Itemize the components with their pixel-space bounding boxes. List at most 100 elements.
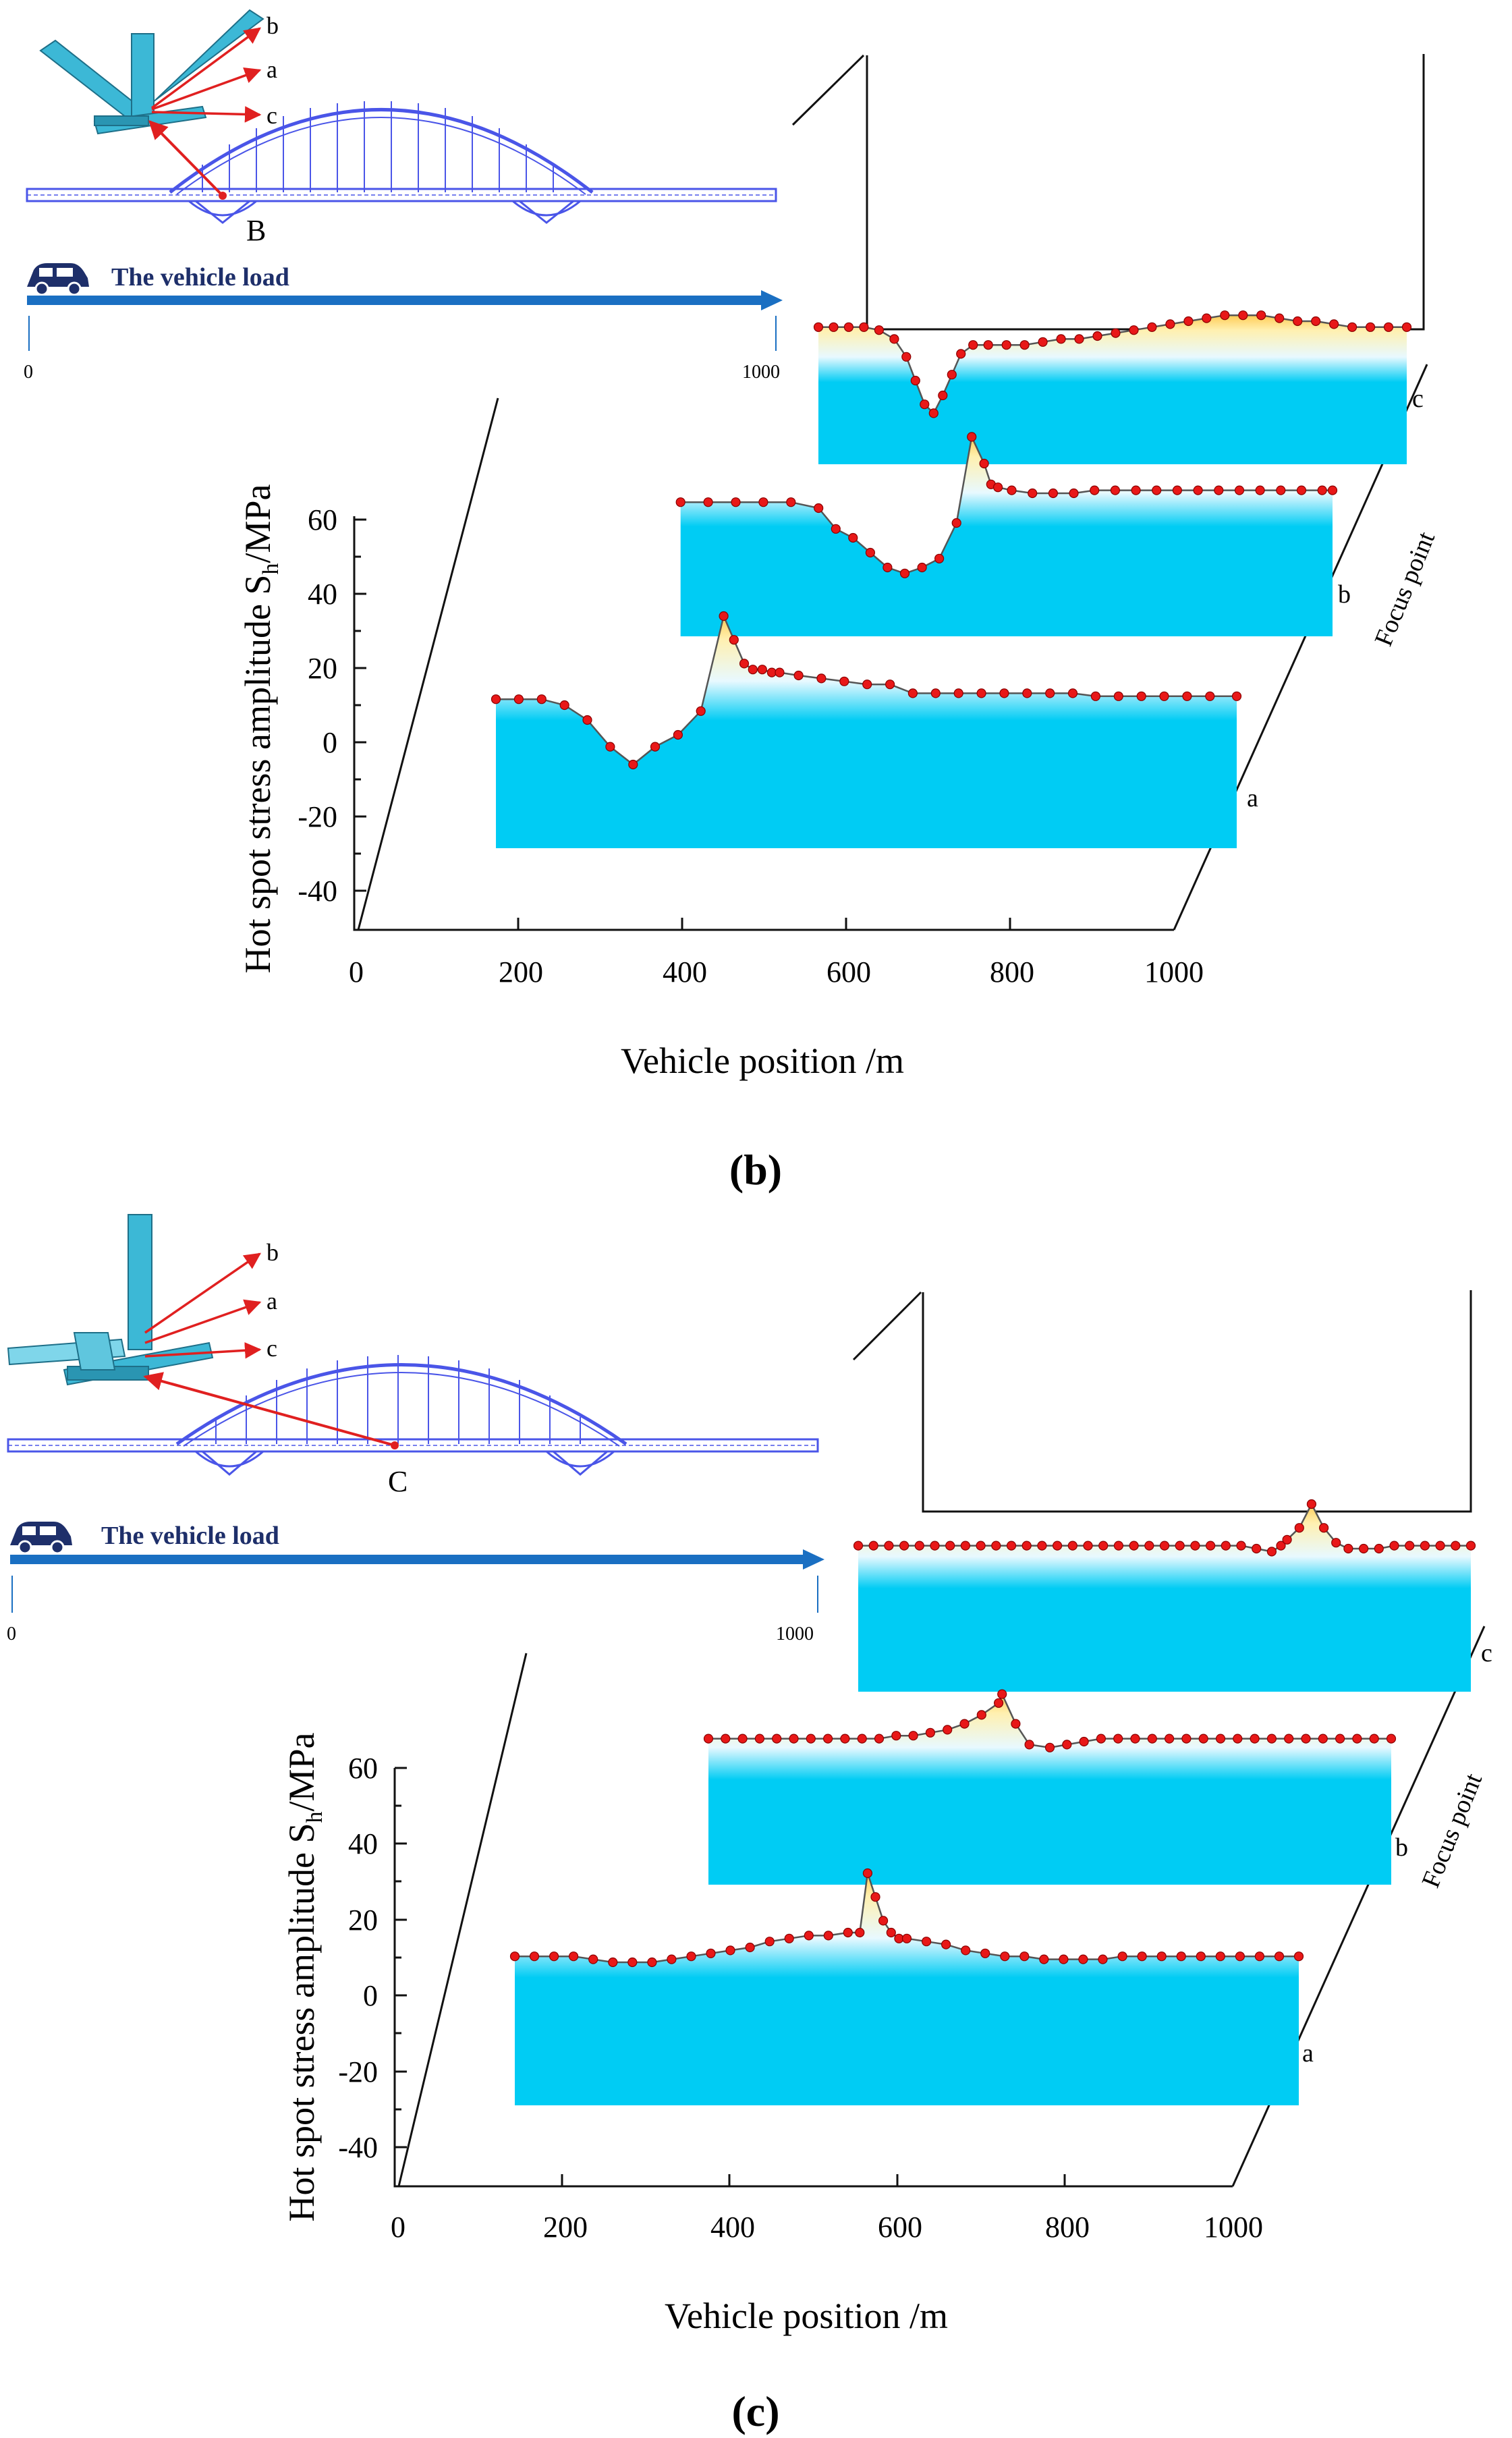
data-point-b-a-6 — [628, 759, 638, 770]
pier-b-right — [512, 200, 581, 224]
data-point-c-b-17 — [993, 1698, 1004, 1708]
series-label-b-c: c — [1412, 385, 1424, 413]
data-point-c-b-37 — [1318, 1734, 1328, 1744]
data-point-c-a-20 — [870, 1892, 880, 1902]
bridge-truss-c — [7, 1355, 819, 1476]
ribbon-fill-c-b — [708, 1694, 1391, 1885]
data-point-c-c-23 — [1205, 1541, 1216, 1551]
data-point-c-a-15 — [804, 1931, 814, 1941]
data-point-b-b-21 — [1069, 488, 1079, 499]
pointer-b — [148, 120, 224, 197]
data-point-b-a-11 — [729, 635, 739, 645]
data-point-c-c-34 — [1343, 1543, 1353, 1554]
data-point-c-b-35 — [1284, 1734, 1294, 1744]
pointer-b-c — [151, 106, 262, 123]
data-point-b-b-28 — [1214, 485, 1224, 495]
panel-b-inset: b a c B The vehicle load 0 1000 — [24, 9, 783, 383]
data-point-b-b-23 — [1110, 485, 1121, 495]
data-point-c-a-30 — [1019, 1951, 1030, 1962]
data-point-b-c-36 — [1383, 322, 1394, 332]
x-axis-label-b: Vehicle position /m — [621, 1041, 904, 1081]
data-point-c-a-6 — [627, 1957, 638, 1968]
data-point-b-c-26 — [1202, 313, 1212, 323]
car-icon — [27, 263, 89, 296]
data-point-c-a-0 — [509, 1951, 520, 1962]
data-point-c-b-10 — [874, 1734, 885, 1744]
data-point-c-a-38 — [1176, 1951, 1186, 1962]
data-point-b-c-19 — [1074, 334, 1084, 344]
data-point-c-b-24 — [1096, 1734, 1107, 1744]
data-point-c-a-10 — [706, 1948, 716, 1958]
data-point-c-c-19 — [1144, 1541, 1154, 1551]
series-label-b-a: a — [1247, 784, 1258, 812]
y-axis-label-b: Hot spot stress amplitude Sh/MPa — [237, 484, 283, 973]
data-point-c-b-12 — [908, 1731, 918, 1741]
data-point-b-a-8 — [673, 729, 683, 740]
data-point-b-a-17 — [793, 670, 804, 681]
panel-c: b a c C The vehicle load 0 1000 — [7, 1214, 1492, 2435]
data-point-b-b-13 — [951, 518, 961, 528]
data-point-b-c-28 — [1238, 310, 1248, 321]
data-point-b-c-37 — [1401, 322, 1412, 332]
data-point-b-a-23 — [930, 688, 941, 698]
data-point-c-a-26 — [941, 1939, 951, 1949]
data-point-b-b-33 — [1317, 485, 1327, 495]
axis-ticks-b — [354, 397, 1399, 930]
data-point-c-a-42 — [1254, 1951, 1265, 1962]
data-point-b-a-28 — [1045, 688, 1055, 698]
data-point-c-a-22 — [886, 1927, 896, 1938]
data-point-b-b-5 — [814, 503, 824, 514]
data-point-c-a-40 — [1215, 1951, 1225, 1962]
data-point-b-b-20 — [1048, 488, 1059, 499]
data-point-c-c-4 — [914, 1541, 924, 1551]
data-point-b-b-18 — [1007, 485, 1017, 495]
pier-c-left — [195, 1450, 264, 1476]
xtick-b-1000: 1000 — [1144, 955, 1204, 989]
xtick-b-200: 200 — [499, 955, 543, 989]
data-point-b-b-10 — [899, 568, 910, 578]
point-label-c-a: a — [267, 1287, 277, 1314]
ytick-c-0: 0 — [363, 1979, 378, 2012]
data-point-b-b-2 — [731, 497, 741, 507]
data-point-b-b-9 — [883, 562, 893, 573]
data-point-b-c-13 — [968, 340, 978, 350]
data-point-b-c-29 — [1256, 310, 1266, 321]
data-point-c-a-32 — [1059, 1954, 1069, 1964]
data-point-b-b-14 — [967, 432, 977, 442]
joint-label-c: C — [388, 1465, 408, 1498]
ribbon-fill-b-c — [818, 315, 1407, 464]
data-point-c-a-25 — [921, 1937, 932, 1947]
data-point-c-b-8 — [840, 1734, 850, 1744]
ytick-b-m20: -20 — [298, 800, 337, 833]
data-point-c-c-8 — [976, 1541, 986, 1551]
data-point-c-c-42 — [1465, 1541, 1476, 1551]
data-point-c-a-33 — [1078, 1954, 1088, 1964]
data-point-c-a-1 — [529, 1951, 540, 1962]
data-point-b-c-25 — [1183, 316, 1194, 327]
data-point-c-c-18 — [1129, 1541, 1139, 1551]
data-point-b-a-5 — [605, 742, 615, 752]
xtick-labels-c: 0 200 400 600 800 1000 — [391, 2211, 1263, 2244]
z-axis-label-c: Focus point — [1416, 1769, 1488, 1892]
joint-members-c — [7, 1214, 214, 1386]
data-point-b-b-26 — [1172, 485, 1183, 495]
data-point-c-a-31 — [1039, 1954, 1049, 1964]
inset-axis-end-c: 1000 — [776, 1624, 814, 1644]
data-point-b-a-7 — [650, 742, 661, 752]
data-point-b-c-1 — [829, 322, 839, 332]
pointer-b-b — [150, 27, 261, 109]
series-label-b-b: b — [1338, 580, 1351, 609]
data-point-c-c-20 — [1159, 1541, 1170, 1551]
point-label-b-c: c — [267, 102, 277, 129]
data-point-c-b-41 — [1386, 1734, 1397, 1744]
data-point-b-b-27 — [1193, 485, 1203, 495]
data-point-b-b-3 — [758, 497, 768, 507]
data-point-c-c-31 — [1306, 1499, 1317, 1509]
data-point-b-b-24 — [1131, 485, 1141, 495]
data-point-b-c-5 — [889, 334, 899, 344]
data-point-b-a-22 — [907, 688, 918, 698]
data-point-b-b-19 — [1028, 488, 1038, 499]
data-point-b-b-8 — [865, 547, 876, 558]
ytick-c-m20: -20 — [338, 2055, 378, 2088]
data-point-c-b-13 — [925, 1727, 936, 1738]
